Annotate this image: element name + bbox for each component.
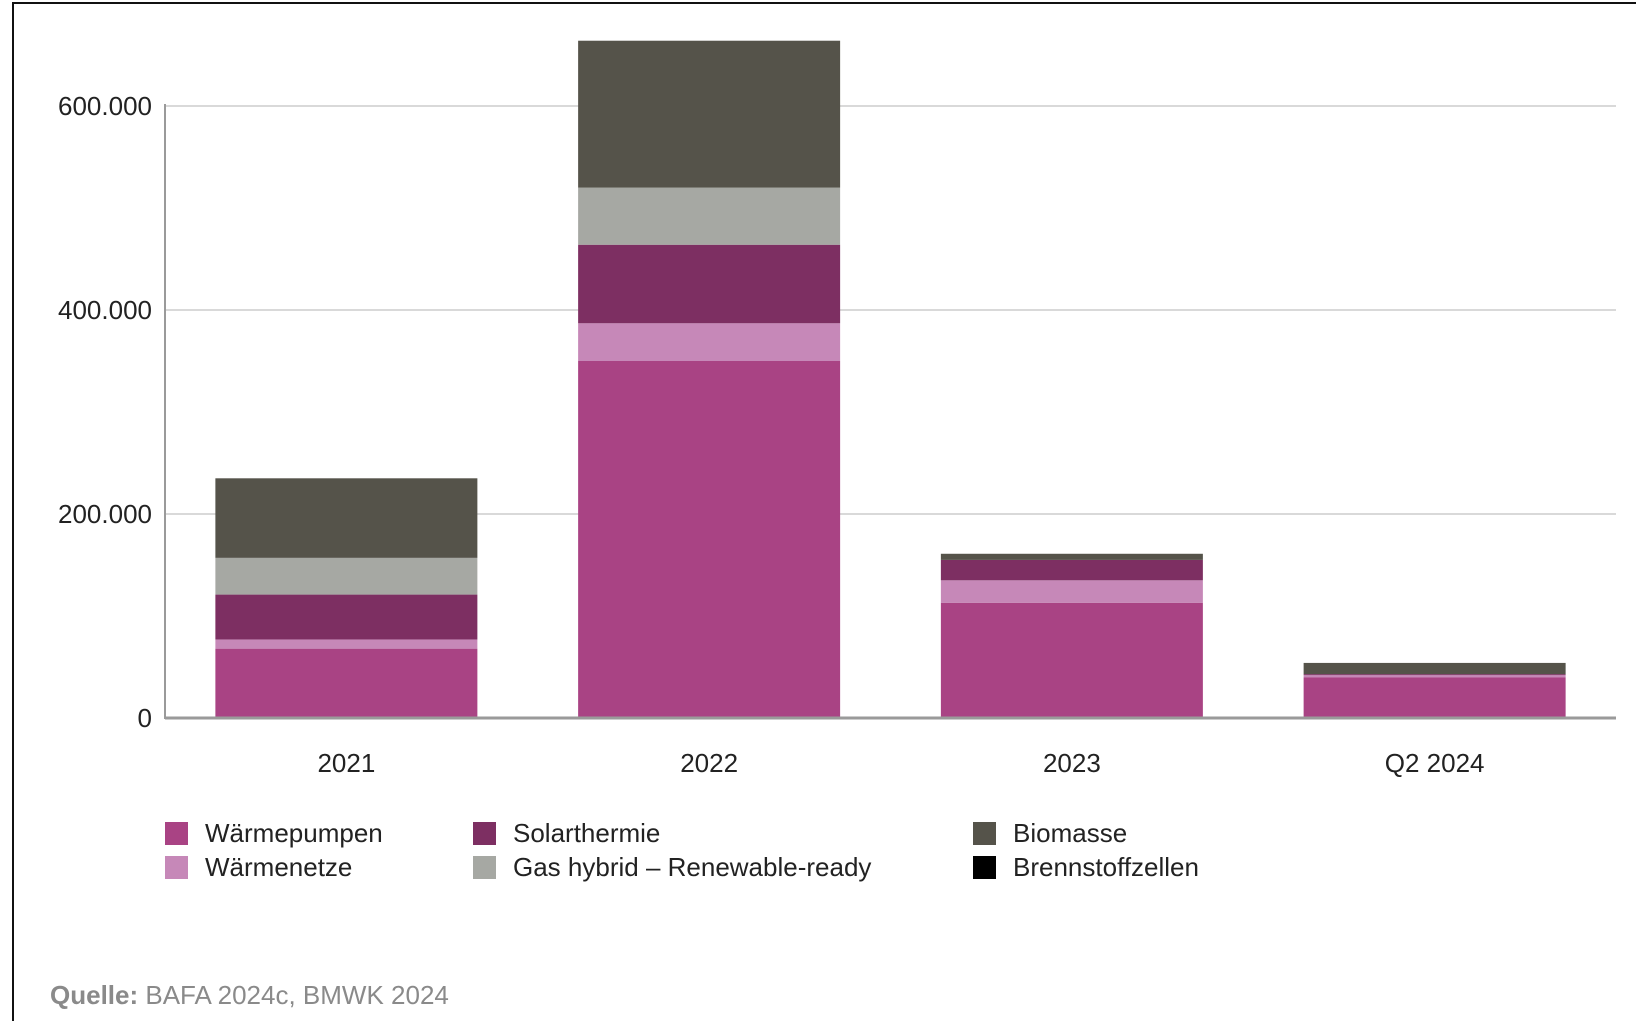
bar-segment (215, 639, 478, 649)
source-label: Quelle: (50, 980, 139, 1010)
bar-segment (940, 559, 1203, 581)
legend-label: Biomasse (1013, 817, 1128, 848)
x-tick-label: 2023 (1043, 748, 1101, 778)
legend-swatch (473, 855, 496, 879)
bar-segment (1303, 677, 1566, 718)
legend-label: Solarthermie (513, 817, 661, 848)
legend-item: Solarthermie (473, 818, 660, 848)
bar-segment (215, 594, 478, 640)
bar-segment (578, 40, 841, 188)
bar-segment (1303, 674, 1566, 676)
bar-segment (215, 648, 478, 718)
legend: Wärmepumpen Wärmenetze Solarthermie Gas hyb… (165, 818, 1365, 898)
legend-item: Wärmenetze (165, 852, 352, 882)
bar-segment (940, 602, 1203, 718)
legend-swatch (973, 821, 996, 845)
bar-segment (940, 553, 1203, 560)
bar-segment (578, 323, 841, 361)
bar-segment (215, 478, 478, 558)
legend-label: Wärmepumpen (205, 817, 383, 848)
legend-label: Wärmenetze (205, 851, 353, 882)
gridlines (165, 105, 1616, 515)
legend-swatch (165, 855, 188, 879)
y-tick-label: 600.000 (58, 91, 152, 121)
x-tick-label: Q2 2024 (1385, 748, 1485, 778)
y-tick-label: 200.000 (58, 499, 152, 529)
bar-segment (1303, 675, 1566, 678)
legend-label: Gas hybrid – Renewable-ready (513, 851, 872, 882)
y-tick-label: 0 (138, 703, 152, 733)
bar-segment (1303, 662, 1566, 675)
source-text: BAFA 2024c, BMWK 2024 (145, 980, 449, 1010)
bar-segment (578, 361, 841, 718)
bar-segment (215, 557, 478, 595)
legend-item: Wärmepumpen (165, 818, 383, 848)
legend-swatch (973, 855, 996, 879)
x-axis-ticks: 2021 2022 2023 Q2 2024 (317, 748, 1484, 778)
legend-item: Biomasse (973, 818, 1127, 848)
bar-segment (578, 187, 841, 245)
chart-frame (12, 2, 1636, 1021)
legend-swatch (473, 821, 496, 845)
y-tick-label: 400.000 (58, 295, 152, 325)
x-tick-label: 2022 (680, 748, 738, 778)
bars (215, 40, 1566, 718)
legend-label: Brennstoffzellen (1013, 851, 1199, 882)
axes (164, 104, 1616, 720)
legend-item: Brennstoffzellen (973, 852, 1199, 882)
bar-segment (578, 244, 841, 324)
source-note: Quelle: BAFA 2024c, BMWK 2024 (50, 980, 449, 1011)
legend-item: Gas hybrid – Renewable-ready (473, 852, 871, 882)
y-axis-ticks: 0 200.000 400.000 600.000 (58, 91, 152, 733)
legend-swatch (165, 821, 188, 845)
x-tick-label: 2021 (317, 748, 375, 778)
bar-segment (940, 580, 1203, 603)
